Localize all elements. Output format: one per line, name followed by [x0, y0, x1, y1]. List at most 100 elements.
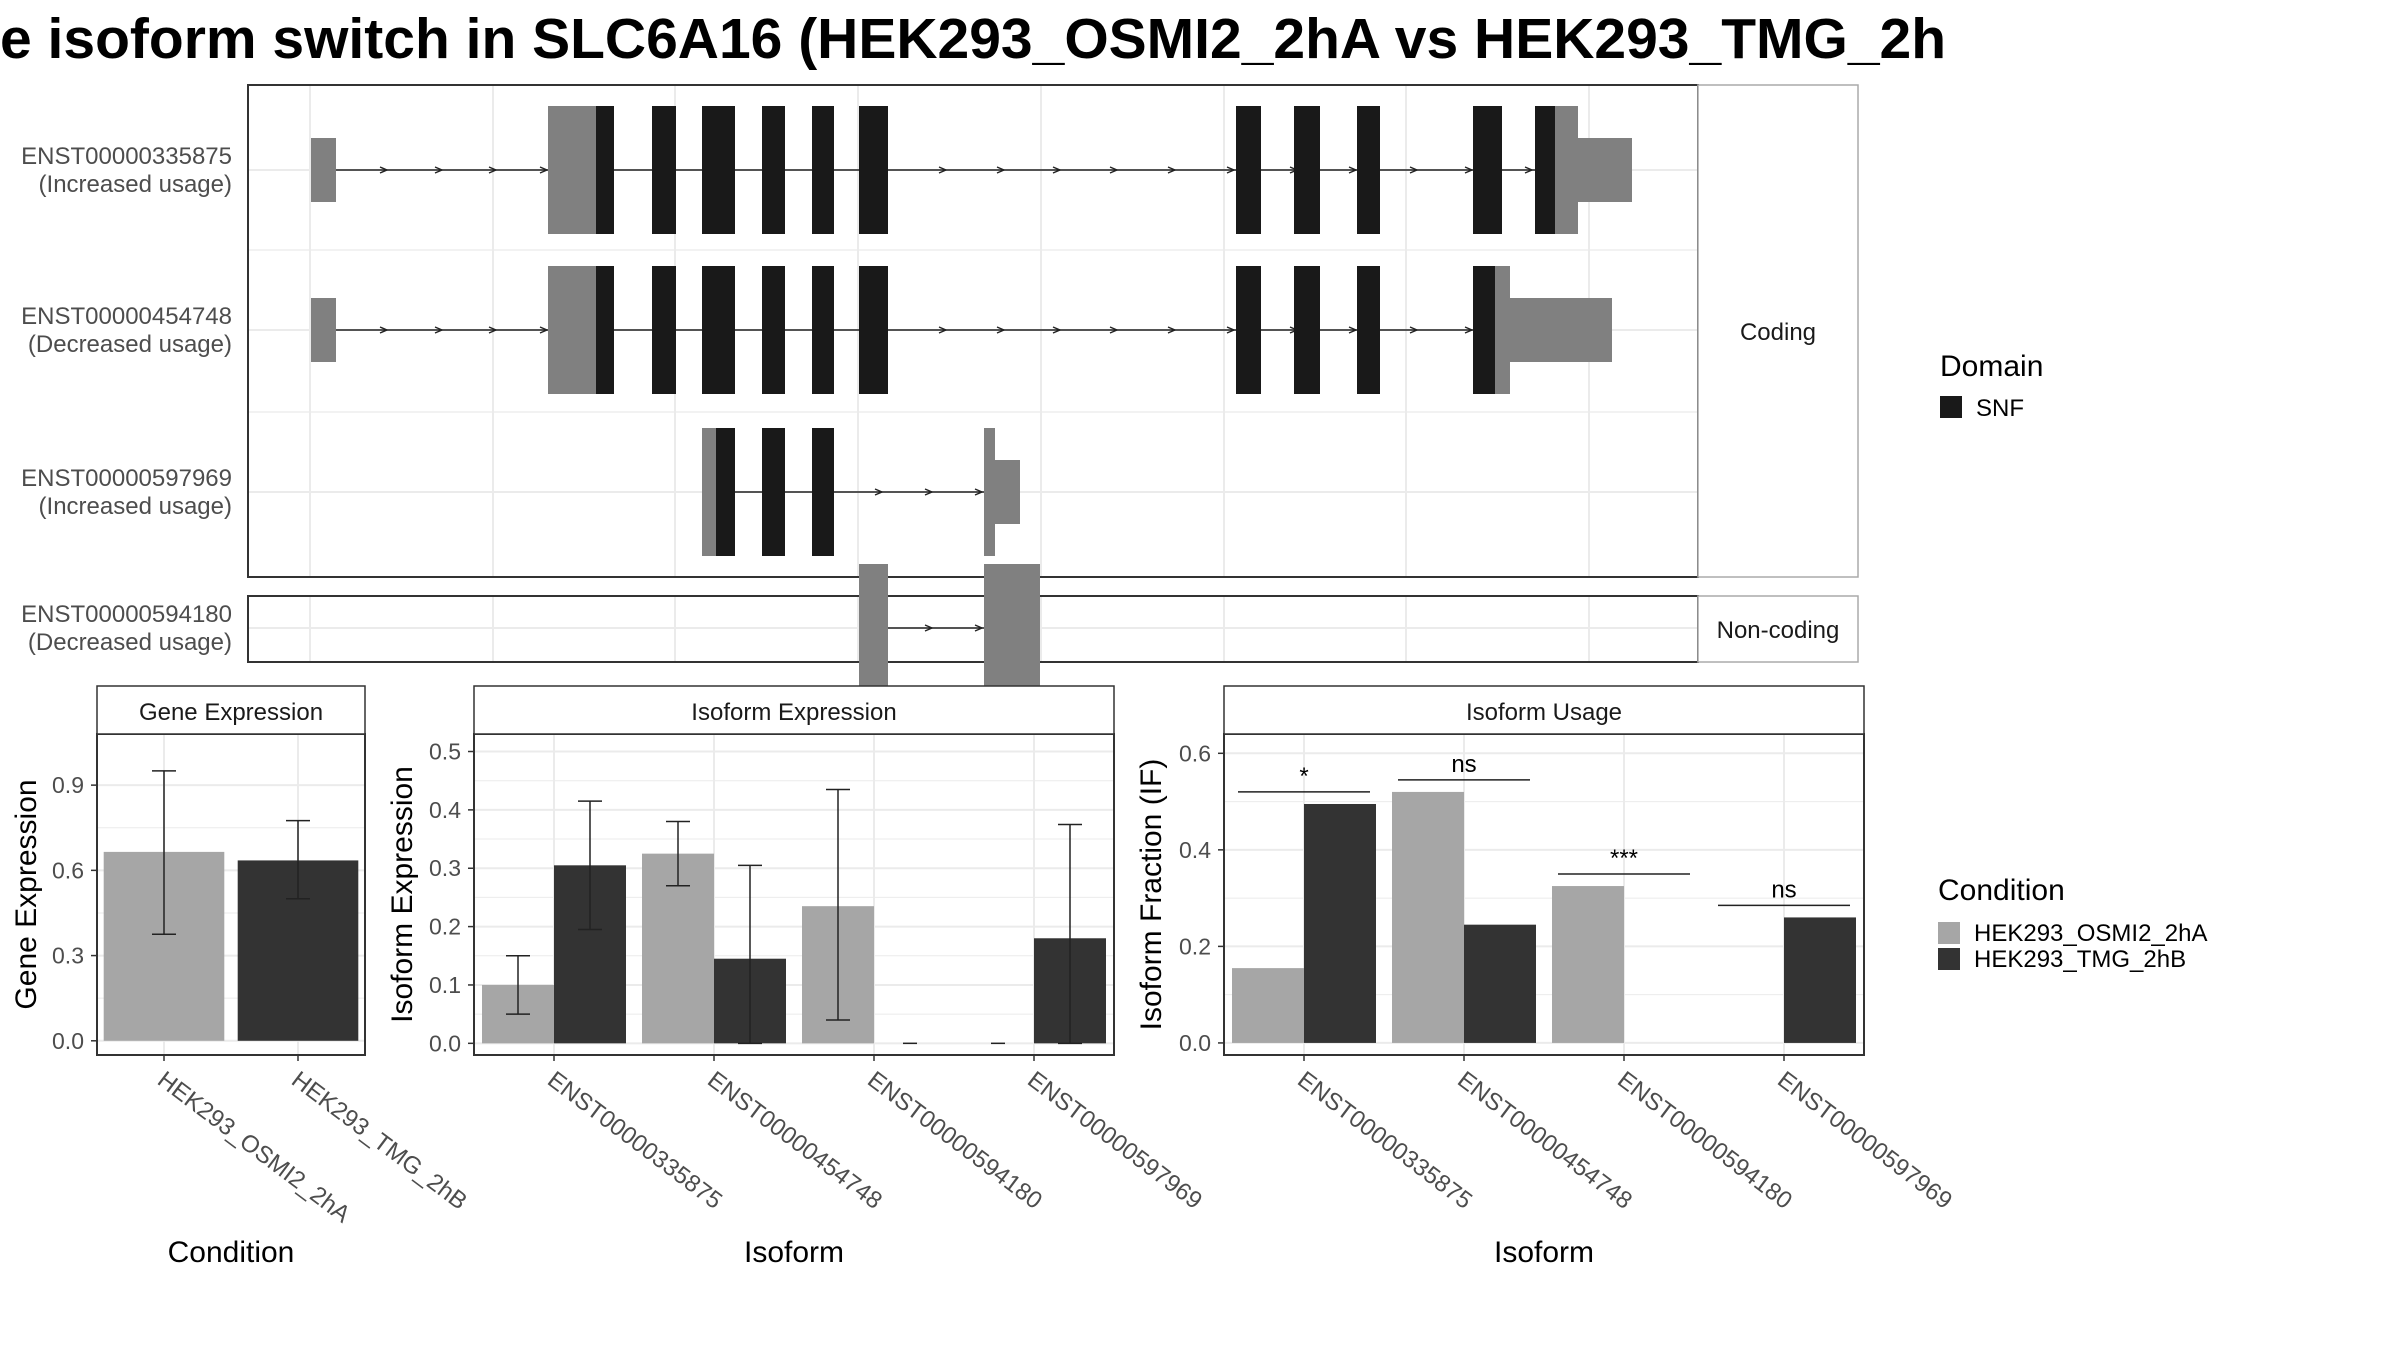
y-tick-label: 0.1 — [429, 972, 461, 998]
y-tick-label: 0.3 — [429, 855, 461, 881]
significance-label: ns — [1771, 876, 1796, 903]
x-tick-label: ENST00000454748 — [702, 1066, 887, 1214]
exon — [565, 266, 596, 394]
snf-domain-exon — [652, 106, 676, 234]
transcript-model — [859, 564, 1040, 692]
snf-domain-exon — [1294, 266, 1320, 394]
isoform-label-usage: (Decreased usage) — [28, 331, 232, 358]
strand-arrow — [996, 166, 1006, 174]
y-tick-label: 0.0 — [52, 1028, 84, 1054]
y-tick-label: 0.4 — [429, 797, 461, 823]
facet-strip — [473, 685, 1115, 735]
bar — [1304, 803, 1376, 1043]
x-axis-title: Isoform — [1494, 1236, 1594, 1269]
exon — [548, 138, 565, 202]
strand-arrow — [379, 326, 389, 334]
strand-arrow — [974, 488, 984, 496]
x-tick-label: ENST00000597969 — [1022, 1066, 1207, 1214]
x-axis-title: Isoform — [744, 1236, 844, 1269]
strand-arrow — [1348, 326, 1358, 334]
snf-domain-exon — [652, 266, 676, 394]
condition-legend-title: Condition — [1938, 874, 2065, 907]
panel-strip — [1697, 84, 1859, 578]
snf-domain-exon — [812, 106, 834, 234]
isoform-label-usage: (Increased usage) — [39, 171, 232, 198]
snf-domain-exon — [1357, 106, 1380, 234]
strand-arrow — [1464, 326, 1474, 334]
snf-domain-exon — [716, 428, 735, 556]
exon — [311, 138, 336, 202]
x-axis-title: Condition — [168, 1236, 295, 1269]
snf-domain-exon — [762, 106, 785, 234]
exon — [311, 298, 336, 362]
x-tick-label: ENST00000597969 — [1772, 1066, 1957, 1214]
strand-arrow — [924, 488, 934, 496]
y-tick-label: 0.2 — [1179, 933, 1211, 959]
strand-arrow — [1226, 326, 1236, 334]
snf-domain-exon — [702, 266, 735, 394]
domain-legend-swatch — [1940, 396, 1962, 418]
significance-label: * — [1299, 763, 1308, 790]
snf-domain-exon — [812, 428, 834, 556]
y-tick-label: 0.0 — [429, 1030, 461, 1056]
y-tick-label: 0.4 — [1179, 837, 1211, 863]
isoform-label-id: ENST00000594180 — [21, 601, 232, 628]
snf-domain-exon — [859, 266, 888, 394]
strand-arrow — [996, 326, 1006, 334]
strand-arrow — [1409, 326, 1419, 334]
snf-domain-exon — [596, 106, 614, 234]
y-tick-label: 0.2 — [429, 914, 461, 940]
panel-strip-label: Non-coding — [1717, 617, 1840, 644]
snf-domain-exon — [1236, 266, 1261, 394]
chart-title: e isoform switch in SLC6A16 (HEK293_OSMI… — [0, 7, 1947, 71]
strand-arrow — [1226, 166, 1236, 174]
strand-arrow — [434, 326, 444, 334]
exon — [565, 106, 596, 234]
strand-arrow — [1109, 166, 1119, 174]
bar — [1232, 968, 1304, 1043]
significance-label: *** — [1610, 845, 1638, 872]
y-tick-label: 0.6 — [52, 857, 84, 883]
exon — [1510, 298, 1612, 362]
snf-domain-exon — [1236, 106, 1261, 234]
snf-domain-exon — [1535, 106, 1555, 234]
y-tick-label: 0.6 — [1179, 740, 1211, 766]
condition-legend-label: HEK293_OSMI2_2hA — [1974, 920, 2207, 947]
strand-arrow — [1109, 326, 1119, 334]
strand-arrow — [539, 326, 549, 334]
y-tick-label: 0.5 — [429, 739, 461, 765]
snf-domain-exon — [1473, 106, 1502, 234]
strand-arrow — [488, 166, 498, 174]
significance-label: ns — [1451, 751, 1476, 778]
strand-arrow — [1464, 166, 1474, 174]
exon — [702, 428, 716, 556]
snf-domain-exon — [762, 428, 785, 556]
snf-domain-exon — [762, 266, 785, 394]
facet-strip — [1223, 685, 1865, 735]
exon — [1555, 106, 1578, 234]
y-tick-label: 0.0 — [1179, 1030, 1211, 1056]
exon — [995, 460, 1020, 524]
snf-domain-exon — [702, 106, 735, 234]
strand-arrow — [1409, 166, 1419, 174]
x-tick-label: ENST00000454748 — [1452, 1066, 1637, 1214]
strand-arrow — [974, 624, 984, 632]
facet-strip-label: Isoform Usage — [1466, 699, 1622, 726]
snf-domain-exon — [859, 106, 888, 234]
bar — [1464, 924, 1536, 1043]
facet-strip-label: Isoform Expression — [691, 699, 896, 726]
transcript-model — [311, 106, 1632, 234]
strand-arrow — [1167, 166, 1177, 174]
x-tick-label: ENST00000335875 — [1292, 1066, 1477, 1214]
bar — [1552, 886, 1624, 1043]
y-tick-label: 0.3 — [52, 943, 84, 969]
strand-arrow — [938, 166, 948, 174]
condition-legend-swatch — [1938, 948, 1960, 970]
exon — [548, 298, 565, 362]
chart-panel-2: * ns *** ns Isoform Usage 0.0 0.2 0.4 0.6 Isoform… — [1135, 685, 1957, 1269]
snf-domain-exon — [1473, 266, 1495, 394]
strand-arrow — [539, 166, 549, 174]
panel-strip — [1697, 595, 1859, 663]
strand-arrow — [938, 326, 948, 334]
